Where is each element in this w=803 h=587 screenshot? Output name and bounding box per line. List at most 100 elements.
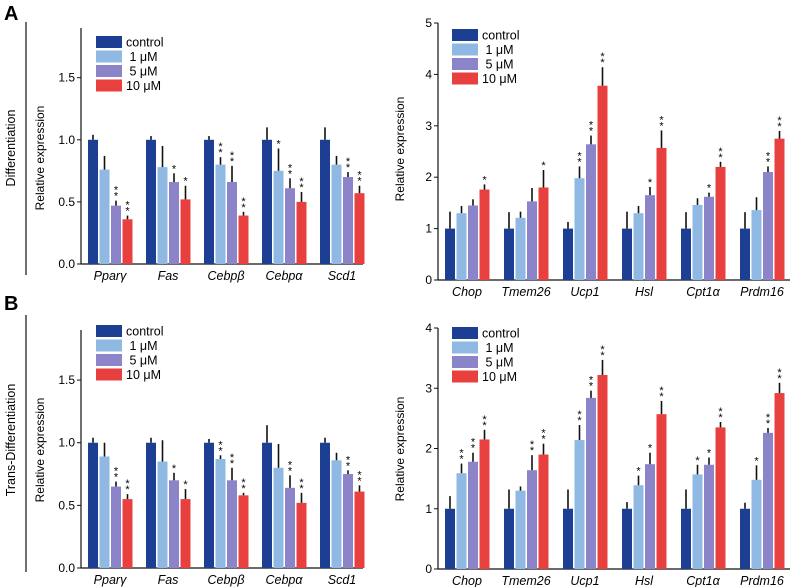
bar	[354, 193, 365, 264]
significance-star: *	[125, 206, 130, 218]
y-tick-label: 0	[425, 273, 432, 287]
significance-star: *	[125, 484, 130, 496]
bar	[331, 460, 342, 568]
significance-star: *	[241, 483, 246, 495]
significance-star: *	[648, 177, 653, 189]
legend-label: 1 μM	[126, 50, 158, 64]
significance-star: *	[299, 477, 304, 489]
legend-label: 1 μM	[126, 339, 158, 353]
bar	[740, 228, 750, 280]
bar	[751, 479, 762, 569]
legend-label: 1 μM	[482, 341, 514, 355]
bar	[715, 166, 726, 280]
significance-star: *	[777, 115, 782, 127]
bar	[692, 204, 703, 280]
bar	[504, 508, 514, 569]
significance-star: *	[114, 185, 119, 197]
significance-star: *	[482, 420, 487, 432]
significance-star: *	[577, 156, 582, 168]
y-tick-label: 2	[425, 170, 432, 184]
significance-star: *	[589, 381, 594, 393]
bar	[273, 467, 284, 568]
y-tick-label: 1.0	[58, 133, 75, 147]
bar	[504, 228, 514, 280]
bar	[763, 432, 773, 569]
significance-star: *	[183, 479, 188, 491]
significance-star: *	[241, 477, 246, 489]
legend-label: 10 μM	[482, 72, 517, 86]
y-tick-label: 0.5	[58, 195, 75, 209]
significance-star: *	[718, 152, 723, 164]
bar	[622, 228, 632, 280]
bar	[774, 138, 785, 280]
bar	[146, 139, 156, 264]
legend-label: 10 μM	[126, 368, 161, 382]
bar	[704, 464, 714, 569]
category-label: Pparγ	[94, 269, 127, 283]
significance-star: *	[471, 437, 476, 449]
significance-star: *	[218, 439, 223, 451]
bar	[656, 147, 667, 280]
significance-star: *	[346, 162, 351, 174]
category-label: Ucp1	[570, 285, 599, 299]
significance-star: *	[707, 183, 712, 195]
significance-star: *	[541, 160, 546, 172]
significance-star: *	[346, 156, 351, 168]
significance-star: *	[459, 454, 464, 466]
y-tick-label: 1.0	[58, 436, 75, 450]
bar	[656, 414, 667, 569]
y-tick-label: 3	[425, 119, 432, 133]
y-axis-label: Relative expression	[33, 398, 47, 503]
bar	[445, 508, 455, 569]
significance-star: *	[357, 170, 362, 182]
significance-star: *	[766, 412, 771, 424]
bar	[715, 427, 726, 569]
bar	[692, 474, 703, 569]
legend-label: 10 μM	[482, 370, 517, 384]
significance-star: *	[459, 448, 464, 460]
significance-star: *	[600, 350, 605, 362]
row-label-differentiation: Differentiation	[4, 110, 18, 187]
bar	[681, 508, 691, 569]
significance-star: *	[288, 168, 293, 180]
bar	[111, 486, 121, 568]
bar	[645, 195, 655, 280]
significance-star: *	[230, 452, 235, 464]
category-label: Cpt1α	[686, 285, 720, 299]
category-label: Chop	[452, 285, 482, 299]
legend-label: 5 μM	[126, 65, 158, 79]
bar	[574, 178, 585, 280]
bar	[586, 397, 596, 569]
category-label: Tmem26	[501, 574, 550, 587]
legend-swatch	[452, 58, 478, 70]
y-tick-label: 0	[425, 562, 432, 576]
y-tick-label: 0.0	[58, 561, 75, 575]
legend-swatch	[96, 65, 122, 77]
category-label: Cpt1α	[686, 574, 720, 587]
significance-star: *	[577, 409, 582, 421]
significance-star: *	[230, 156, 235, 168]
category-label: Tmem26	[501, 285, 550, 299]
significance-star: *	[471, 443, 476, 455]
bar	[633, 485, 644, 569]
bar	[538, 187, 549, 280]
legend-label: 5 μM	[126, 354, 158, 368]
bar	[622, 508, 632, 569]
bar	[704, 196, 714, 280]
y-tick-label: 1.5	[58, 373, 75, 387]
bar	[262, 139, 272, 264]
y-tick-label: 0.5	[58, 498, 75, 512]
category-label: Hsl	[635, 574, 654, 587]
significance-star: *	[230, 150, 235, 162]
bar	[122, 499, 133, 568]
y-axis-label: Relative expression	[393, 397, 407, 502]
category-label: Cebpβ	[207, 269, 244, 283]
y-tick-label: 3	[425, 381, 432, 395]
category-label: Fas	[158, 269, 179, 283]
category-label: Fas	[158, 573, 179, 587]
significance-star: *	[530, 439, 535, 451]
y-tick-label: 1	[425, 222, 432, 236]
